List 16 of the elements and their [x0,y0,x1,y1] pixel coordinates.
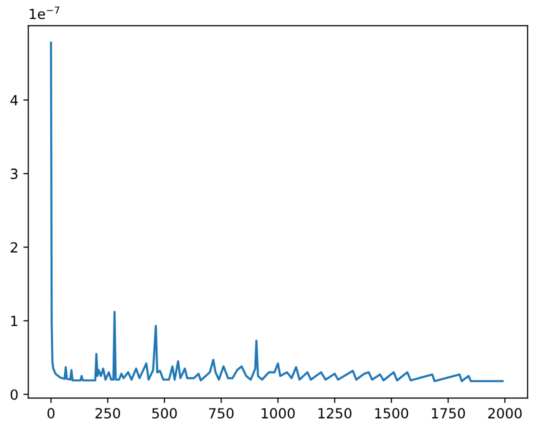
x-tick-label: 1000 [262,408,295,419]
x-tick-label: 0 [47,408,54,419]
text: 1e$^{−7}$ [30,6,60,20]
line-series [50,42,504,382]
x-tick-label: 1250 [318,408,352,419]
y-tick-label: 0 [10,389,18,400]
y-tick-label: 2 [10,242,18,252]
x-tick-label: 2000 [488,408,522,419]
x-tick-label: 750 [209,408,234,419]
y-tick-label: 3 [10,168,18,180]
x-tick-label: 1750 [432,408,465,419]
y-tick-label: 1 [11,316,18,326]
x-tick-label: 1500 [375,408,408,419]
x-tick-label: 250 [95,408,120,419]
x-tick-label: 500 [152,408,177,419]
y-tick-label: 4 [10,95,18,106]
